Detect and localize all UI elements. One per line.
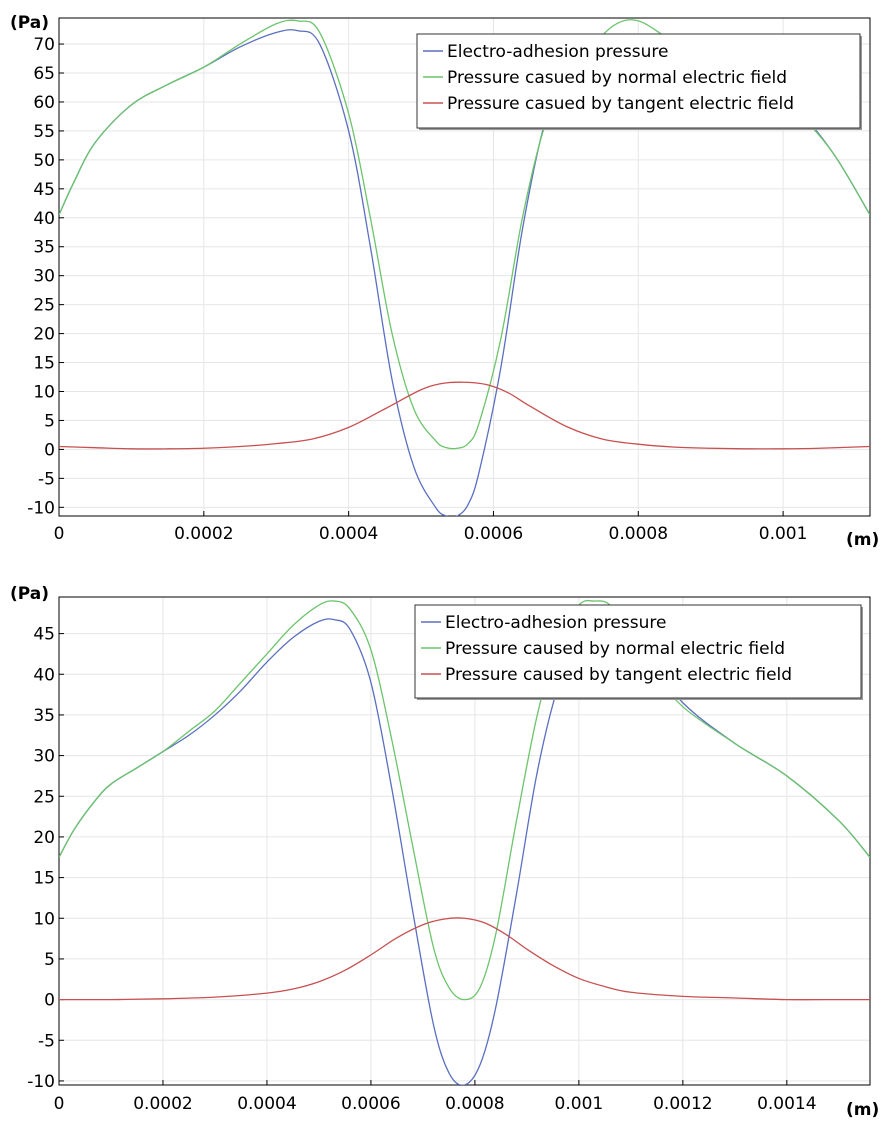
x-tick-label: 0.0008 — [445, 1094, 504, 1114]
y-tick-label: 5 — [44, 411, 55, 431]
y-tick-label: 0 — [44, 440, 55, 460]
y-tick-label: 35 — [33, 706, 55, 726]
y-tick-label: 55 — [33, 122, 55, 142]
y-tick-label: 10 — [33, 383, 55, 403]
legend-label: Electro-adhesion pressure — [445, 613, 666, 633]
legend-label: Electro-adhesion pressure — [447, 42, 668, 62]
series-line — [59, 917, 870, 1001]
y-tick-label: 40 — [33, 209, 55, 229]
x-axis-unit-label: (m) — [846, 530, 879, 550]
plot-area-frame — [58, 17, 871, 517]
x-tick-label: 0.0002 — [133, 1094, 192, 1114]
y-tick-label: 20 — [33, 325, 55, 345]
x-tick-label: 0.0006 — [341, 1094, 400, 1114]
y-tick-label: 70 — [33, 35, 55, 55]
chart-panel-2: 0 0.0002 0.0004 0.0006 0.0008 0.001 0.0012 0.00… — [0, 575, 889, 1129]
legend: Electro-adhesion pressure Pressure casued… — [416, 33, 862, 130]
y-axis-unit-label: (Pa) — [10, 13, 49, 33]
x-tick-label: 0 — [54, 1094, 65, 1114]
chart-2: 0 0.0002 0.0004 0.0006 0.0008 0.001 0.0012 0.00… — [10, 584, 879, 1120]
x-tick-label: 0.0004 — [319, 524, 378, 544]
legend-label: Pressure casued by normal electric field — [447, 68, 787, 88]
y-tick-label: 0 — [44, 991, 55, 1011]
y-tick-label: -10 — [27, 1072, 55, 1092]
y-tick-label: 30 — [33, 747, 55, 767]
y-tick-label: 20 — [33, 828, 55, 848]
x-tick-label: 0.001 — [555, 1094, 604, 1114]
y-tick-label: 45 — [33, 625, 55, 645]
legend: Electro-adhesion pressure Pressure caused… — [414, 604, 863, 700]
legend-box — [414, 604, 862, 699]
legend-label: Pressure caused by tangent electric fiel… — [445, 665, 792, 685]
x-tick-label: 0.0014 — [757, 1094, 816, 1114]
y-tick-label: 10 — [33, 909, 55, 929]
y-tick-label: 35 — [33, 238, 55, 258]
y-axis-unit-label: (Pa) — [10, 584, 49, 604]
y-tick-label: 5 — [44, 950, 55, 970]
x-tick-label: 0.0012 — [653, 1094, 712, 1114]
y-tick-label: 25 — [33, 296, 55, 316]
y-tick-label: -5 — [38, 469, 55, 489]
y-tick-label: 15 — [33, 354, 55, 374]
x-tick-label: 0.0004 — [237, 1094, 296, 1114]
chart-1: 0 0.0002 0.0004 0.0006 0.0008 0.001 -10 -5 0 5 10 1… — [10, 13, 879, 550]
series-line — [59, 381, 870, 450]
legend-label: Pressure caused by normal electric field — [445, 639, 785, 659]
y-tick-label: 40 — [33, 665, 55, 685]
x-tick-label: 0.0008 — [609, 524, 668, 544]
chart-panel-1: 0 0.0002 0.0004 0.0006 0.0008 0.001 -10 -5 0 5 10 1… — [0, 0, 889, 560]
x-tick-label: 0.001 — [759, 524, 808, 544]
y-tick-label: -5 — [38, 1031, 55, 1051]
x-tick-label: 0.0006 — [464, 524, 523, 544]
y-tick-label: 30 — [33, 267, 55, 287]
x-axis-unit-label: (m) — [846, 1100, 879, 1120]
y-tick-label: 25 — [33, 787, 55, 807]
y-tick-label: -10 — [27, 498, 55, 518]
y-tick-label: 65 — [33, 64, 55, 84]
y-tick-label: 15 — [33, 869, 55, 889]
legend-label: Pressure casued by tangent electric fiel… — [447, 94, 794, 114]
y-tick-label: 60 — [33, 93, 55, 113]
y-tick-label: 45 — [33, 180, 55, 200]
x-tick-label: 0 — [54, 524, 65, 544]
legend-box — [416, 33, 861, 129]
y-tick-label: 50 — [33, 151, 55, 171]
x-tick-label: 0.0002 — [174, 524, 233, 544]
